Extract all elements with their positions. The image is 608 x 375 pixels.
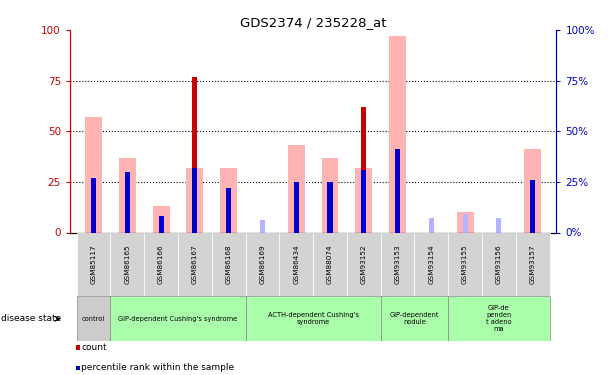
Bar [294,182,299,232]
Bar [226,222,231,232]
Bar [91,178,96,232]
Bar [111,296,246,341]
Bar [76,345,80,350]
Text: ACTH-dependent Cushing's
syndrome: ACTH-dependent Cushing's syndrome [268,312,359,325]
Bar [125,172,130,232]
Title: GDS2374 / 235228_at: GDS2374 / 235228_at [240,16,386,29]
Bar [429,218,434,232]
Text: GSM93153: GSM93153 [395,244,401,284]
Text: GSM93157: GSM93157 [530,244,536,284]
Text: GIP-dependent Cushing's syndrome: GIP-dependent Cushing's syndrome [119,316,238,322]
Text: GSM93152: GSM93152 [361,244,367,284]
Text: GSM93155: GSM93155 [462,244,468,284]
Bar [192,188,198,232]
Bar [226,188,231,232]
Bar [482,232,516,296]
Bar [322,158,339,232]
Bar [246,232,279,296]
Text: GSM86165: GSM86165 [125,244,130,284]
Bar [530,180,535,232]
Text: percentile rank within the sample: percentile rank within the sample [81,363,234,372]
Bar [381,296,448,341]
Bar [395,150,400,232]
Bar [144,232,178,296]
Bar [192,168,198,232]
Text: GIP-dependent
nodule: GIP-dependent nodule [390,312,439,325]
Bar [328,182,333,232]
Bar [76,366,80,370]
Text: GSM86168: GSM86168 [226,244,232,284]
Bar [178,232,212,296]
Bar [355,168,372,232]
Bar [159,216,164,232]
Bar [395,150,400,232]
Bar [119,158,136,232]
Bar [361,107,366,232]
Bar [530,180,535,232]
Text: GSM86167: GSM86167 [192,244,198,284]
Bar [159,216,164,232]
Bar [496,218,502,232]
Bar [91,178,96,232]
Bar [85,117,102,232]
Bar [77,296,111,341]
Text: count: count [81,343,107,352]
Bar [524,150,541,232]
Bar [457,212,474,232]
Bar [279,232,313,296]
Text: GSM86166: GSM86166 [158,244,164,284]
Text: GSM93156: GSM93156 [496,244,502,284]
Bar [347,232,381,296]
Bar [389,36,406,232]
Bar [448,232,482,296]
Bar [212,232,246,296]
Bar [246,296,381,341]
Text: GSM88074: GSM88074 [327,244,333,284]
Bar [187,168,203,232]
Bar [111,232,144,296]
Bar [448,296,550,341]
Bar [463,214,468,232]
Bar [313,232,347,296]
Text: disease state: disease state [1,314,61,323]
Bar [294,182,299,232]
Bar [381,232,415,296]
Text: control: control [82,316,105,322]
Text: GSM86169: GSM86169 [260,244,266,284]
Bar [361,170,366,232]
Bar [415,232,448,296]
Bar [153,206,170,232]
Bar [192,76,198,232]
Bar [516,232,550,296]
Bar [125,172,130,232]
Text: GSM93154: GSM93154 [429,244,434,284]
Text: GIP-de
penden
t adeno
ma: GIP-de penden t adeno ma [486,305,512,332]
Bar [328,182,333,232]
Bar [77,232,111,296]
Bar [220,168,237,232]
Bar [260,220,265,232]
Bar [288,146,305,232]
Text: GSM86434: GSM86434 [293,244,299,284]
Text: GSM85117: GSM85117 [91,244,97,284]
